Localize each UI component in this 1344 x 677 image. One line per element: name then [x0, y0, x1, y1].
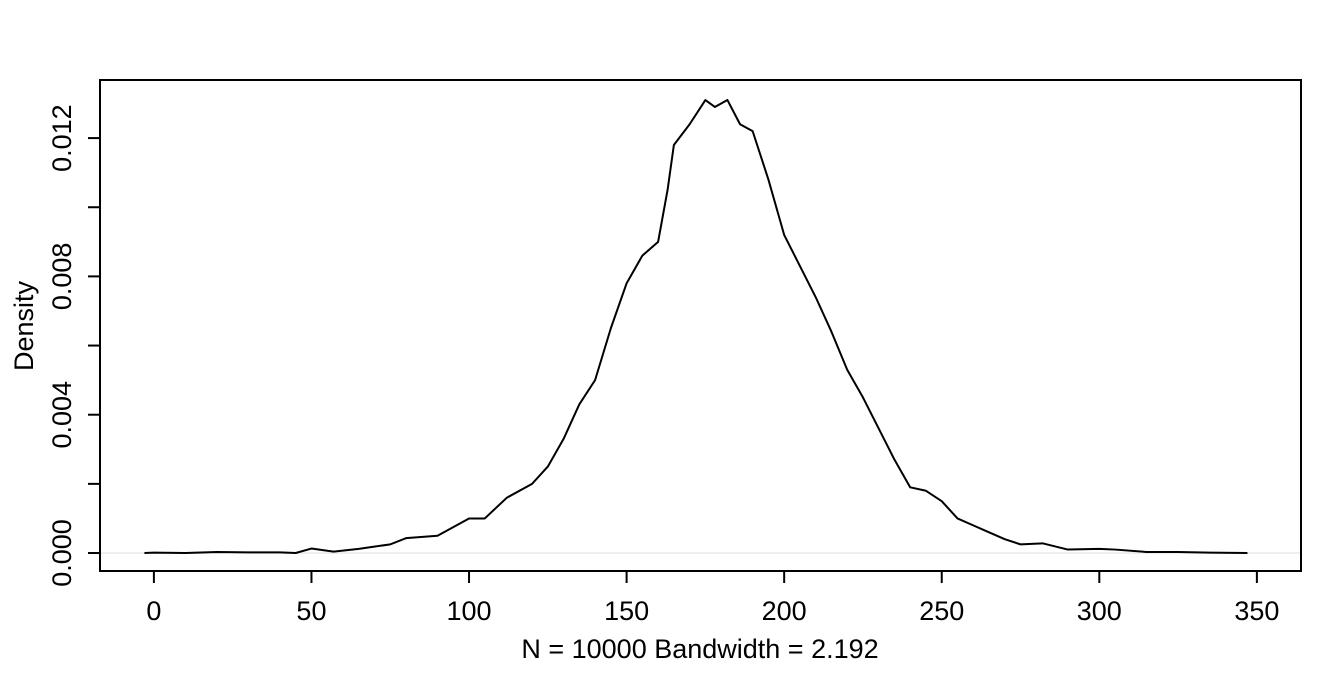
x-tick-label: 150 [604, 596, 649, 626]
x-tick-label: 100 [446, 596, 491, 626]
y-axis-label: Density [9, 280, 39, 371]
x-tick-label: 300 [1077, 596, 1122, 626]
x-tick-label: 200 [762, 596, 807, 626]
y-tick-label: 0.004 [47, 381, 77, 449]
y-tick-label: 0.000 [47, 519, 77, 587]
x-tick-label: 250 [919, 596, 964, 626]
plot-frame [99, 79, 1302, 572]
x-tick-label: 0 [146, 596, 161, 626]
x-tick-label: 350 [1234, 596, 1279, 626]
y-tick-label: 0.008 [47, 243, 77, 311]
x-axis-label: N = 10000 Bandwidth = 2.192 [521, 634, 878, 664]
y-tick-label: 0.012 [47, 104, 77, 172]
x-tick-label: 50 [296, 596, 326, 626]
density-line [144, 99, 1248, 555]
